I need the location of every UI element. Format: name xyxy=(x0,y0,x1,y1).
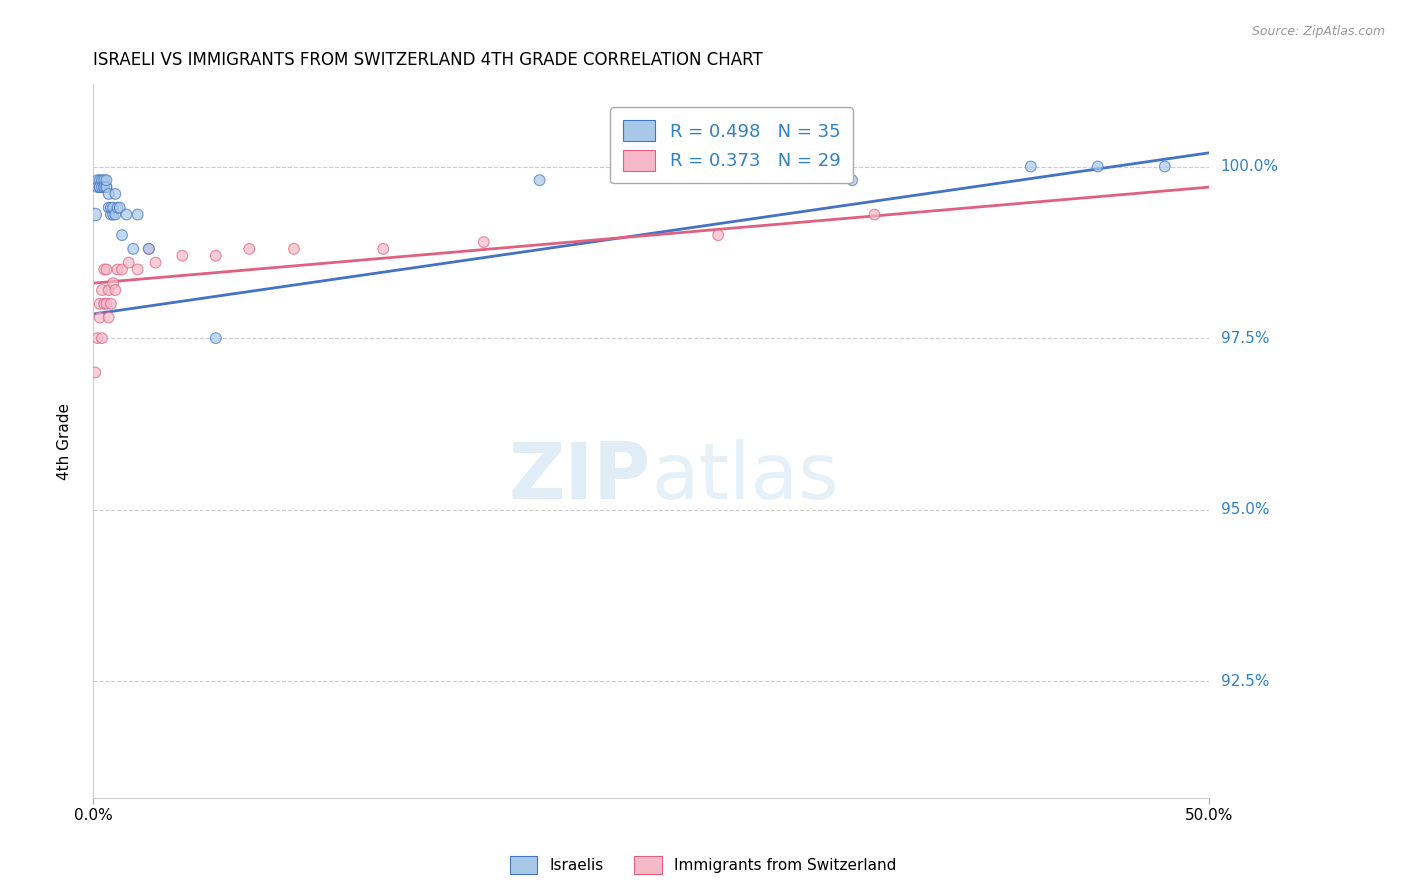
Point xyxy=(96,180,118,194)
Point xyxy=(238,242,260,256)
Y-axis label: 4th Grade: 4th Grade xyxy=(58,402,72,480)
Point xyxy=(93,173,115,187)
Point xyxy=(89,173,111,187)
Point xyxy=(127,208,149,222)
Point xyxy=(93,180,115,194)
Point xyxy=(101,276,124,290)
Point xyxy=(373,242,395,256)
Text: Source: ZipAtlas.com: Source: ZipAtlas.com xyxy=(1251,25,1385,38)
Point xyxy=(138,242,160,256)
Point xyxy=(86,173,108,187)
Point xyxy=(145,255,167,269)
Point xyxy=(122,242,145,256)
Point xyxy=(96,173,118,187)
Point xyxy=(97,186,120,201)
Point xyxy=(1087,160,1109,174)
Point xyxy=(115,208,138,222)
Point xyxy=(89,180,111,194)
Point xyxy=(100,201,122,215)
Point xyxy=(84,208,107,222)
Point xyxy=(96,180,118,194)
Point xyxy=(101,201,124,215)
Point xyxy=(84,366,107,380)
Point xyxy=(1019,160,1042,174)
Point xyxy=(472,235,495,249)
Text: 95.0%: 95.0% xyxy=(1220,502,1270,517)
Point xyxy=(707,228,730,243)
Point xyxy=(93,297,115,311)
Point xyxy=(863,208,886,222)
Text: 97.5%: 97.5% xyxy=(1220,331,1270,345)
Legend: R = 0.498   N = 35, R = 0.373   N = 29: R = 0.498 N = 35, R = 0.373 N = 29 xyxy=(610,107,853,184)
Text: atlas: atlas xyxy=(651,439,839,515)
Point xyxy=(96,297,118,311)
Point xyxy=(108,201,131,215)
Text: 92.5%: 92.5% xyxy=(1220,673,1270,689)
Point xyxy=(89,180,111,194)
Point xyxy=(101,208,124,222)
Point xyxy=(89,310,111,325)
Point xyxy=(138,242,160,256)
Point xyxy=(91,283,114,297)
Point xyxy=(118,255,141,269)
Point xyxy=(841,173,863,187)
Point xyxy=(91,173,114,187)
Point xyxy=(529,173,551,187)
Text: ZIP: ZIP xyxy=(509,439,651,515)
Point xyxy=(100,208,122,222)
Point xyxy=(104,186,127,201)
Point xyxy=(96,262,118,277)
Point xyxy=(1153,160,1175,174)
Point xyxy=(89,297,111,311)
Point xyxy=(100,297,122,311)
Point xyxy=(104,208,127,222)
Point xyxy=(93,262,115,277)
Point xyxy=(111,262,134,277)
Point xyxy=(107,201,129,215)
Point xyxy=(204,249,226,263)
Point xyxy=(86,180,108,194)
Point xyxy=(127,262,149,277)
Point xyxy=(91,180,114,194)
Point xyxy=(104,283,127,297)
Point xyxy=(283,242,305,256)
Point xyxy=(97,310,120,325)
Point xyxy=(97,283,120,297)
Point xyxy=(86,331,108,345)
Point xyxy=(111,228,134,243)
Legend: Israelis, Immigrants from Switzerland: Israelis, Immigrants from Switzerland xyxy=(503,850,903,880)
Point xyxy=(91,331,114,345)
Text: ISRAELI VS IMMIGRANTS FROM SWITZERLAND 4TH GRADE CORRELATION CHART: ISRAELI VS IMMIGRANTS FROM SWITZERLAND 4… xyxy=(93,51,763,69)
Point xyxy=(172,249,194,263)
Point xyxy=(97,201,120,215)
Point xyxy=(204,331,226,345)
Point xyxy=(107,262,129,277)
Point xyxy=(93,180,115,194)
Text: 100.0%: 100.0% xyxy=(1220,159,1278,174)
